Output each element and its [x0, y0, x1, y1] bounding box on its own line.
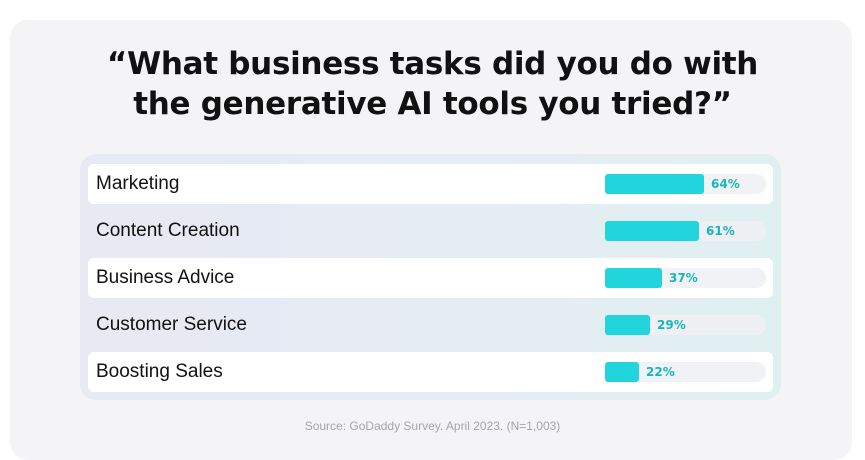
chart-title-line-2: the generative AI tools you tried?”	[133, 86, 732, 122]
bar-track: 64%	[605, 174, 766, 194]
bar-value-label: 61%	[706, 224, 735, 238]
bar-track: 22%	[605, 362, 766, 382]
bar-track: 29%	[605, 315, 766, 335]
bar-category-label: Business Advice	[96, 267, 235, 288]
bar-value-label: 29%	[657, 318, 686, 332]
bar-row: Customer Service 29%	[88, 305, 773, 345]
bar-category-label: Boosting Sales	[96, 361, 223, 382]
bar-value-label: 37%	[669, 271, 698, 285]
bar-row: Marketing 64%	[88, 164, 773, 204]
bar	[605, 174, 704, 194]
bar	[605, 268, 662, 288]
bar-row: Business Advice 37%	[88, 258, 773, 298]
bar-row: Boosting Sales 22%	[88, 352, 773, 392]
bar	[605, 362, 639, 382]
bar-category-label: Content Creation	[96, 220, 240, 241]
bar-category-label: Customer Service	[96, 314, 247, 335]
bar-value-label: 22%	[646, 365, 675, 379]
bar-row: Content Creation 61%	[88, 211, 773, 251]
bar-category-label: Marketing	[96, 173, 180, 194]
bar	[605, 315, 650, 335]
bar-value-label: 64%	[711, 177, 740, 191]
bar-track: 61%	[605, 221, 766, 241]
chart-title-line-1: “What business tasks did you do with	[106, 46, 759, 82]
chart-title: “What business tasks did you do with the…	[0, 44, 865, 124]
bar-track: 37%	[605, 268, 766, 288]
source-note: Source: GoDaddy Survey. April 2023. (N=1…	[304, 419, 561, 433]
bar	[605, 221, 699, 241]
